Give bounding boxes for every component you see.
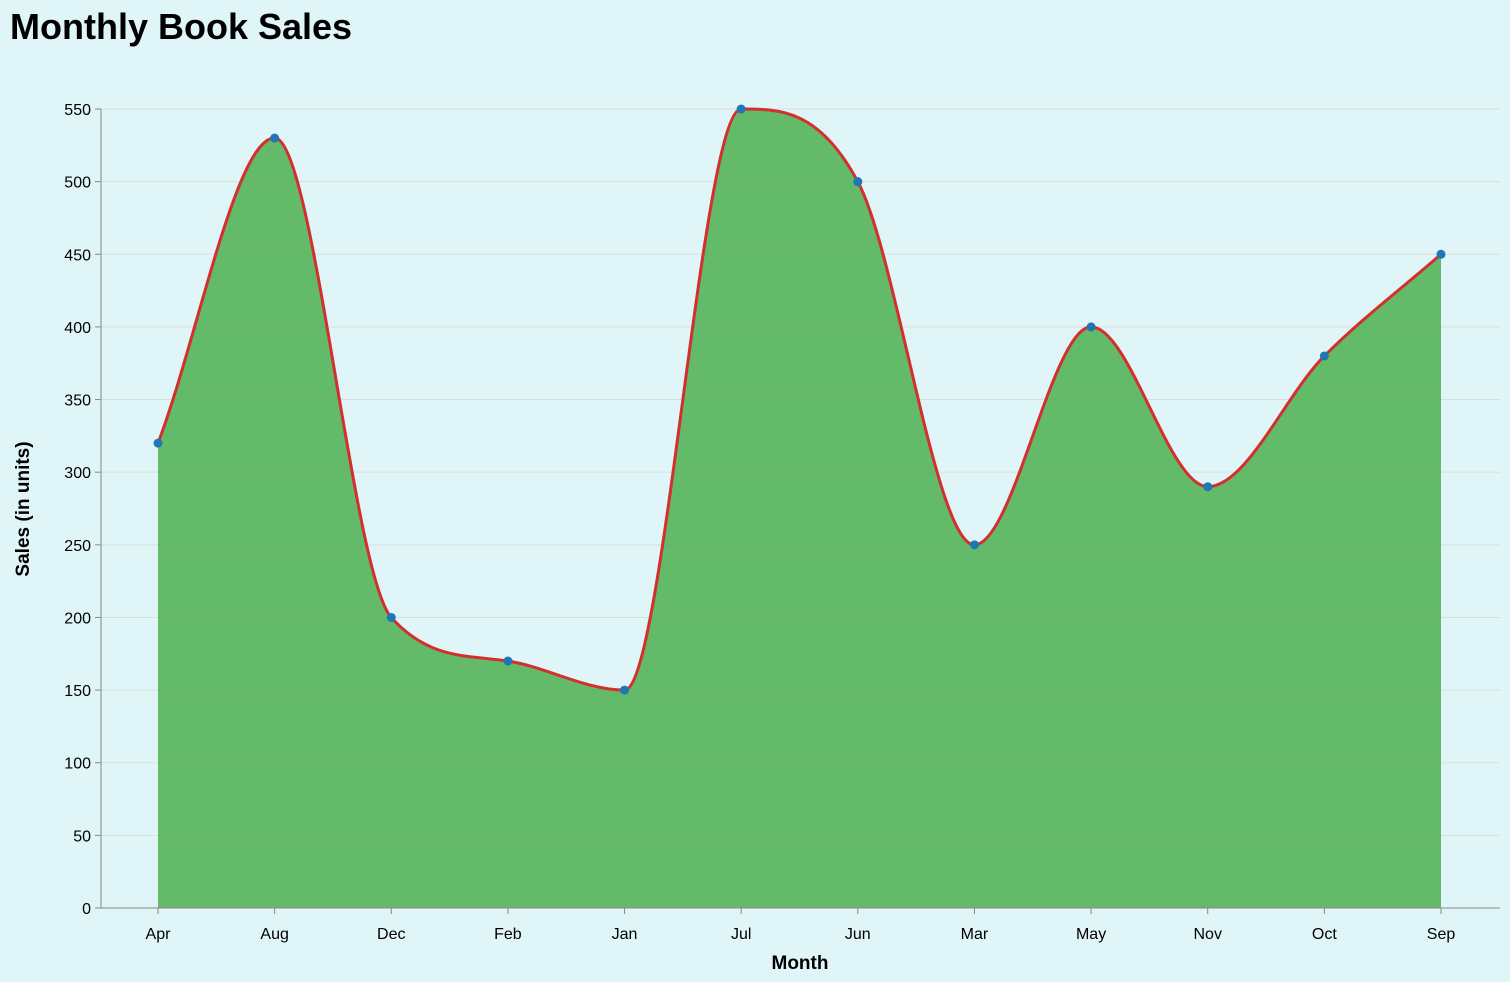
y-tick-label: 400 xyxy=(64,320,91,337)
x-tick-label: Mar xyxy=(961,926,989,943)
x-axis-title: Month xyxy=(772,953,829,974)
data-point-jun xyxy=(853,177,863,187)
data-point-nov xyxy=(1203,482,1213,492)
x-tick-label: Apr xyxy=(146,926,172,943)
axes: 0 50 100 150 200 250 300 350 400 450 500 550 Apr Aug D… xyxy=(64,102,1500,943)
y-tick-label: 150 xyxy=(64,683,91,700)
y-tick-label: 500 xyxy=(64,175,91,192)
data-points xyxy=(153,104,1446,695)
chart-title: Monthly Book Sales xyxy=(10,6,353,47)
data-point-oct xyxy=(1319,351,1329,361)
x-tick-label: Sep xyxy=(1427,926,1456,943)
data-point-apr xyxy=(153,438,163,448)
x-tick-label: May xyxy=(1076,926,1106,943)
x-tick-label: Oct xyxy=(1312,926,1337,943)
data-point-sep xyxy=(1436,249,1446,259)
x-tick-label: Aug xyxy=(260,926,288,943)
data-point-may xyxy=(1086,322,1096,332)
y-tick-label: 350 xyxy=(64,393,91,410)
data-point-feb xyxy=(503,656,513,666)
y-tick-label: 250 xyxy=(64,538,91,555)
y-tick-label: 0 xyxy=(82,901,91,918)
data-point-aug xyxy=(270,133,280,143)
area-fill xyxy=(158,109,1441,908)
data-point-jan xyxy=(620,685,630,695)
data-point-mar xyxy=(969,540,979,550)
x-tick-label: Jul xyxy=(731,926,751,943)
x-tick-label: Nov xyxy=(1194,926,1222,943)
x-tick-label: Jun xyxy=(845,926,871,943)
x-tick-label: Dec xyxy=(377,926,405,943)
x-tick-label: Jan xyxy=(612,926,638,943)
series-line xyxy=(156,107,1442,692)
y-tick-label: 300 xyxy=(64,465,91,482)
y-axis-title: Sales (in units) xyxy=(13,441,34,576)
y-tick-label: 450 xyxy=(64,247,91,264)
y-tick-label: 100 xyxy=(64,756,91,773)
x-tick-label: Feb xyxy=(494,926,522,943)
y-tick-label: 550 xyxy=(64,102,91,119)
y-tick-label: 50 xyxy=(73,828,91,845)
y-tick-label: 200 xyxy=(64,610,91,627)
data-point-jul xyxy=(736,104,746,114)
data-point-dec xyxy=(386,612,396,622)
